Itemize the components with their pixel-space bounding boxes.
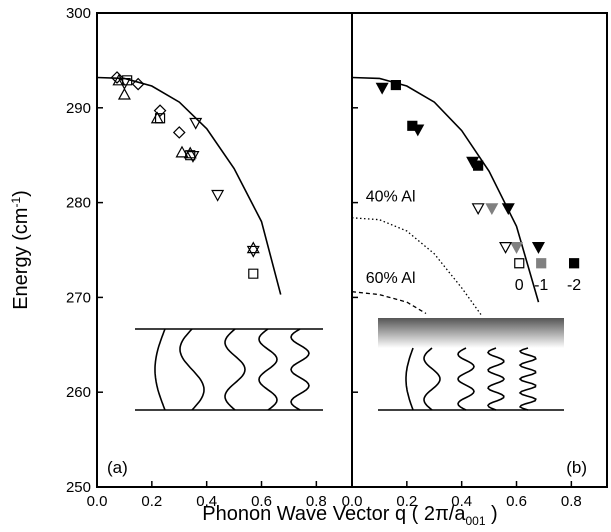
x-tick-label: 0.2 xyxy=(141,493,162,510)
curve xyxy=(351,291,427,315)
data-point xyxy=(154,113,166,124)
annotation: -2 xyxy=(567,277,581,294)
y-tick-label: 260 xyxy=(66,384,91,401)
annotation: 40% Al xyxy=(366,189,416,206)
y-tick-label: 300 xyxy=(66,5,91,22)
panel-label: (a) xyxy=(107,458,128,477)
data-point xyxy=(189,117,203,130)
curve xyxy=(351,217,482,315)
wave-mode xyxy=(290,328,310,411)
x-tick-label: 0.4 xyxy=(451,493,472,510)
data-point xyxy=(246,245,260,258)
annotation: 60% Al xyxy=(366,270,416,287)
data-point xyxy=(510,242,524,254)
wave-mode xyxy=(154,328,166,411)
wave-mode xyxy=(405,347,414,411)
data-point xyxy=(485,203,499,216)
wave-mode xyxy=(423,347,441,411)
annotation: 0 xyxy=(515,277,524,294)
data-point xyxy=(568,258,580,269)
x-tick-label: 0.0 xyxy=(87,493,108,510)
y-tick-label: 270 xyxy=(66,289,91,306)
wave-mode xyxy=(179,328,205,411)
data-point xyxy=(110,71,124,84)
barrier-layer xyxy=(378,318,564,348)
data-point xyxy=(499,242,513,254)
wave-mode xyxy=(258,328,278,411)
x-tick-label: 0.4 xyxy=(196,493,217,510)
wave-mode xyxy=(487,347,505,411)
panel-label: (b) xyxy=(566,458,587,477)
data-point xyxy=(153,104,167,117)
x-tick-label: 0.0 xyxy=(342,493,363,510)
data-point xyxy=(471,203,485,216)
data-point xyxy=(390,79,401,91)
x-tick-label: 0.8 xyxy=(561,493,582,510)
y-tick-label: 290 xyxy=(66,100,91,117)
data-point xyxy=(122,75,133,86)
data-point xyxy=(531,242,545,254)
data-point xyxy=(211,189,225,202)
data-point xyxy=(514,258,525,269)
wave-mode xyxy=(457,347,475,411)
data-point xyxy=(131,77,145,91)
data-point xyxy=(186,151,200,163)
wave-mode xyxy=(224,328,246,411)
x-tick-label: 0.6 xyxy=(251,493,272,510)
y-tick-label: 250 xyxy=(66,479,91,496)
data-point xyxy=(117,87,131,100)
data-point xyxy=(172,126,186,139)
data-point xyxy=(246,241,260,254)
data-point xyxy=(248,268,259,279)
annotation: -1 xyxy=(534,277,548,294)
x-tick-label: 0.8 xyxy=(306,493,327,510)
data-point xyxy=(375,82,389,95)
data-point xyxy=(117,78,131,90)
data-point xyxy=(407,120,418,131)
plot-frame xyxy=(351,12,608,488)
y-tick-label: 280 xyxy=(66,195,91,212)
plot-frame xyxy=(96,12,353,488)
data-point xyxy=(536,258,547,269)
data-point xyxy=(185,150,196,161)
wave-mode xyxy=(518,347,537,411)
data-point xyxy=(501,203,515,216)
data-point xyxy=(175,145,189,158)
x-tick-label: 0.6 xyxy=(506,493,527,510)
x-tick-label: 0.2 xyxy=(396,493,417,510)
data-point xyxy=(473,160,484,171)
curve xyxy=(96,76,282,295)
y-axis-label: Energy (cm-1) xyxy=(9,190,32,310)
data-point xyxy=(112,73,126,86)
curve xyxy=(351,76,540,303)
x-axis-label: Phonon Wave Vector q ( 2π/a001 ) xyxy=(202,503,497,527)
